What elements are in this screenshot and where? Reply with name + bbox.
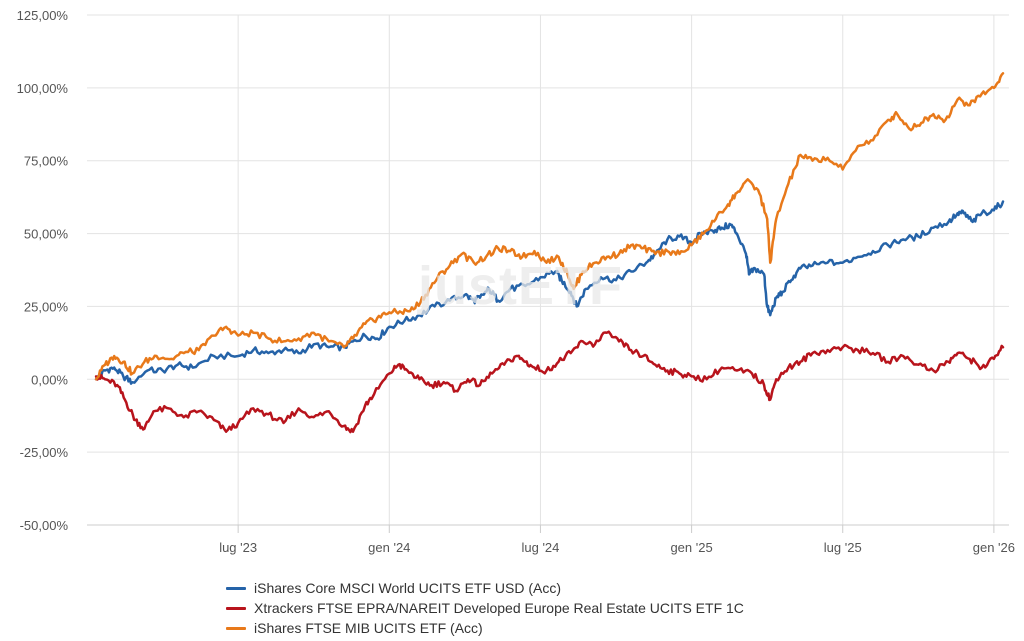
y-tick-label-75-00: 75,00% xyxy=(24,154,69,169)
legend: iShares Core MSCI World UCITS ETF USD (A… xyxy=(226,578,744,638)
x-tick-label-gen-25: gen '25 xyxy=(670,540,712,555)
legend-label-ftse-mib: iShares FTSE MIB UCITS ETF (Acc) xyxy=(254,620,483,636)
legend-swatch-msci-world xyxy=(226,586,246,590)
grid-layer xyxy=(87,14,1009,526)
y-tick-label-50-00: -50,00% xyxy=(20,518,69,533)
x-tick-label-lug-24: lug '24 xyxy=(521,540,559,555)
legend-swatch-ftse-mib xyxy=(226,626,246,630)
series-line-msci-world[interactable] xyxy=(94,200,1005,385)
watermark: justETF xyxy=(418,256,623,316)
y-tick-label-0-00: 0,00% xyxy=(31,372,68,387)
legend-label-epra-europe: Xtrackers FTSE EPRA/NAREIT Developed Eur… xyxy=(254,600,744,616)
x-tick-label-lug-23: lug '23 xyxy=(219,540,257,555)
series-line-ftse-mib[interactable] xyxy=(94,72,1005,381)
y-tick-label-100-00: 100,00% xyxy=(17,81,69,96)
y-tick-label-25-00: -25,00% xyxy=(20,445,69,460)
legend-item-epra-europe[interactable]: Xtrackers FTSE EPRA/NAREIT Developed Eur… xyxy=(226,598,744,618)
x-tick-label-gen-24: gen '24 xyxy=(368,540,410,555)
series-line-epra-europe[interactable] xyxy=(94,330,1005,434)
y-tick-label-25-00: 25,00% xyxy=(24,299,69,314)
y-tick-label-50-00: 50,00% xyxy=(24,227,69,242)
line-chart: -50,00% -25,00% 0,00% 25,00% 50,00% 75,00% 100… xyxy=(17,8,1015,555)
legend-item-msci-world[interactable]: iShares Core MSCI World UCITS ETF USD (A… xyxy=(226,578,744,598)
x-tick-label-lug-25: lug '25 xyxy=(824,540,862,555)
legend-swatch-epra-europe xyxy=(226,606,246,610)
legend-label-msci-world: iShares Core MSCI World UCITS ETF USD (A… xyxy=(254,580,562,596)
x-tick-label-gen-26: gen '26 xyxy=(973,540,1015,555)
series-layer xyxy=(94,72,1005,434)
axis-layer: -50,00% -25,00% 0,00% 25,00% 50,00% 75,00% 100… xyxy=(17,8,1015,555)
legend-item-ftse-mib[interactable]: iShares FTSE MIB UCITS ETF (Acc) xyxy=(226,618,744,638)
y-tick-label-125-00: 125,00% xyxy=(17,8,69,23)
